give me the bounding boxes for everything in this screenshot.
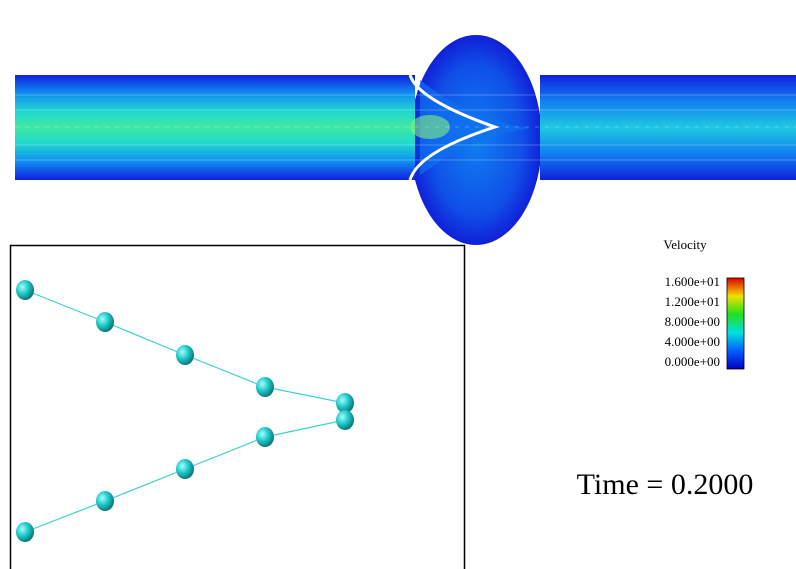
node [176, 459, 194, 479]
node [16, 522, 34, 542]
node [256, 377, 274, 397]
node [96, 312, 114, 332]
node [336, 393, 354, 413]
node [176, 345, 194, 365]
colorbar-label: 1.200e+01 [665, 294, 720, 309]
inset-frame [9, 244, 466, 569]
node [336, 410, 354, 430]
jet [410, 115, 450, 139]
colorbar [726, 277, 745, 370]
time-label: Time = 0.2000 [577, 468, 754, 501]
downstream-pipe [540, 75, 796, 180]
colorbar-label: 0.000e+00 [665, 354, 720, 369]
nodes [16, 280, 354, 542]
colorbar-label: 4.000e+00 [665, 334, 720, 349]
node [256, 427, 274, 447]
inset [9, 244, 466, 569]
flow-domain [15, 35, 796, 245]
upstream-pipe [15, 75, 415, 180]
colorbar-labels: 1.600e+01 1.200e+01 8.000e+00 4.000e+00 0.00… [665, 274, 720, 369]
colorbar-label: 1.600e+01 [665, 274, 720, 289]
vectors [15, 94, 796, 161]
node [96, 491, 114, 511]
valve-wake [420, 80, 530, 175]
node [16, 280, 34, 300]
colorbar-label: 8.000e+00 [665, 314, 720, 329]
legend: Velocity 1.600e+01 1.200e+01 8.000e+00 4.00… [663, 237, 745, 370]
legend-title: Velocity [663, 237, 707, 252]
